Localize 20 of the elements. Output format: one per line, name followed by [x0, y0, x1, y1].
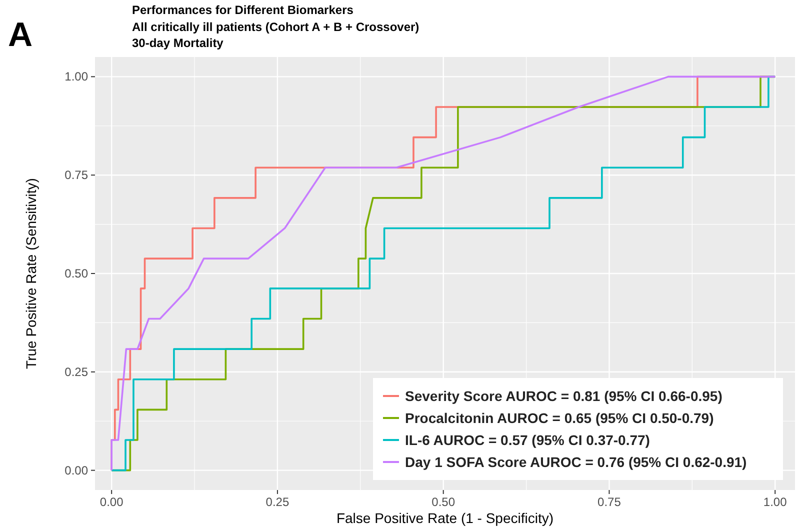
y-tick-label: 1.00: [64, 70, 88, 84]
legend-label: Severity Score AUROC = 0.81 (95% CI 0.66-0.95): [405, 388, 722, 404]
legend-label: IL-6 AUROC = 0.57 (95% CI 0.37-0.77): [405, 432, 650, 448]
x-tick-label: 0.75: [598, 495, 622, 509]
x-tick-label: 0.25: [266, 495, 290, 509]
chart-title: Performances for Different Biomarkers: [132, 3, 354, 17]
y-tick-label: 0.50: [64, 266, 88, 280]
x-tick-label: 0.00: [100, 495, 124, 509]
x-tick-label: 1.00: [763, 495, 788, 509]
line-series: [110, 76, 776, 472]
x-tick-label: 0.50: [432, 495, 456, 509]
text: A: [8, 16, 33, 54]
y-tick-label: 0.25: [64, 364, 88, 379]
x-axis-title: False Positive Rate (1 - Specificity): [336, 510, 554, 526]
y-tick-label: 0.00: [64, 463, 88, 478]
y-axis-title: True Positive Rate (Sensitivity): [23, 178, 39, 369]
y-tick-label: 0.75: [64, 168, 88, 182]
legend-label: Procalcitonin AUROC = 0.65 (95% CI 0.50-0.79): [405, 410, 714, 426]
legend-label: Day 1 SOFA Score AUROC = 0.76 (95% CI 0.62-0.91): [405, 454, 747, 470]
chart-subtitle: All critically ill patients (Cohort A + B + Crossover) 30-day Mortality: [132, 20, 420, 50]
